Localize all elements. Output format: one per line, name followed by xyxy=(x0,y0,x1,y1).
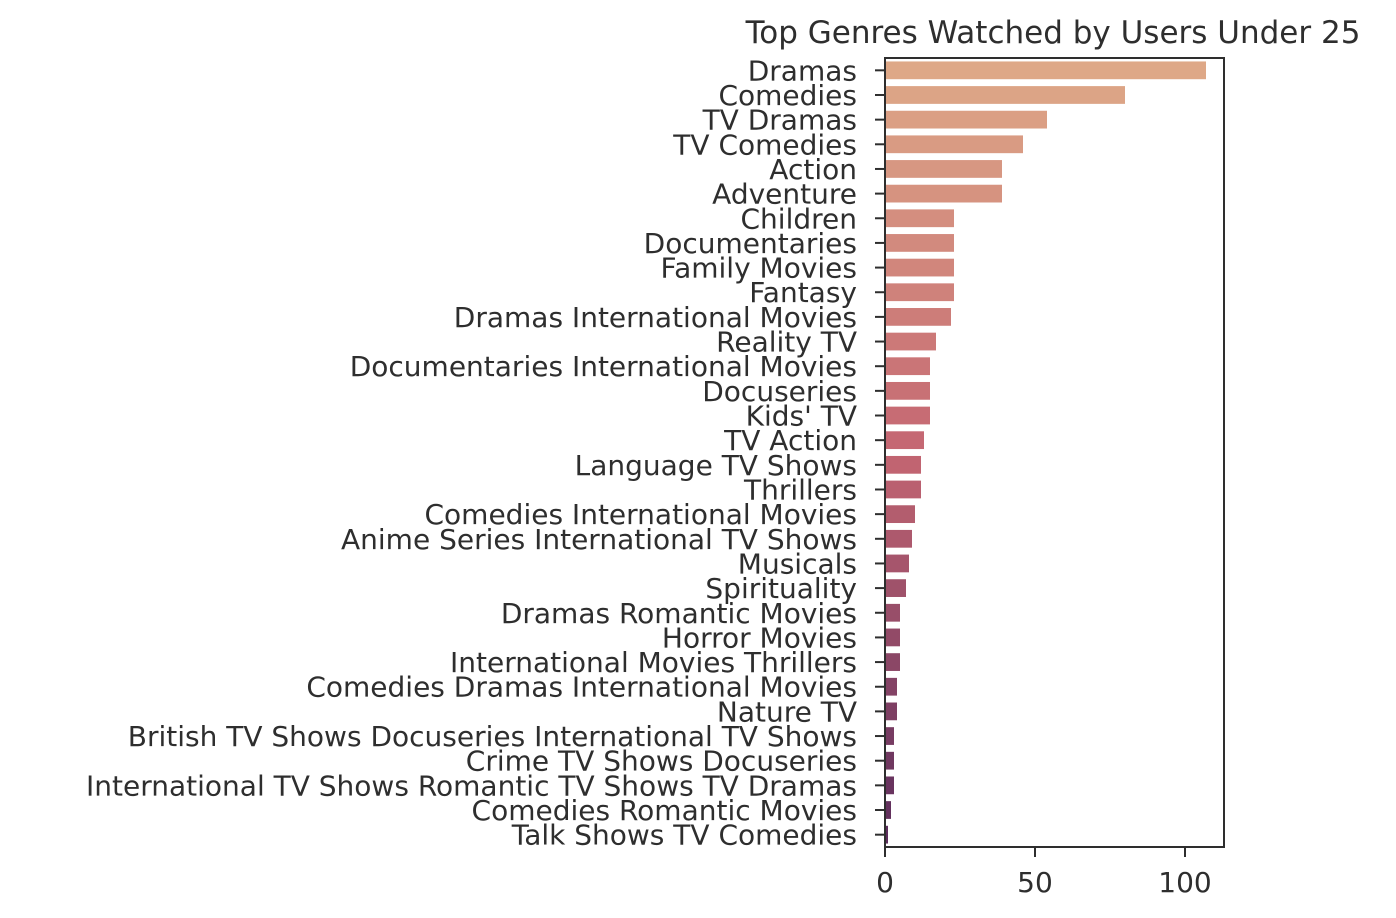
y-tick-label: Action xyxy=(769,153,857,186)
bar xyxy=(885,529,912,548)
bar xyxy=(885,480,921,499)
bar xyxy=(885,801,891,819)
y-tick-label: Musicals xyxy=(738,547,857,580)
y-tick-label: Language TV Shows xyxy=(575,449,857,482)
x-tick-label: 50 xyxy=(1017,866,1053,899)
bar xyxy=(885,234,954,252)
y-tick-label: Children xyxy=(741,202,858,235)
bar xyxy=(885,61,1206,80)
bar xyxy=(885,776,894,795)
y-tick-label: Comedies Romantic Movies xyxy=(472,794,857,827)
x-axis: 0 50 100 xyxy=(876,847,1212,899)
y-tick-label: Fantasy xyxy=(749,276,857,309)
bar xyxy=(885,258,954,277)
bars-group xyxy=(885,61,1206,844)
y-tick-label: Documentaries xyxy=(644,227,857,260)
bar xyxy=(885,110,1047,129)
plot-frame xyxy=(884,57,1225,848)
bar xyxy=(885,332,936,351)
x-tick-label: 100 xyxy=(1158,866,1211,899)
bar xyxy=(885,308,951,326)
bar xyxy=(885,431,924,450)
y-tick-label: British TV Shows Docuseries Internationa… xyxy=(128,720,857,753)
bar xyxy=(885,603,900,622)
y-tick-label: Kids' TV xyxy=(746,400,857,433)
x-tick-label: 0 xyxy=(876,866,894,899)
bar xyxy=(885,381,930,400)
bar xyxy=(885,727,894,745)
bar xyxy=(885,653,900,671)
y-tick-label: TV Action xyxy=(723,424,857,457)
y-tick-label: Dramas Romantic Movies xyxy=(501,597,857,630)
y-tick-label: Anime Series International TV Shows xyxy=(341,523,857,556)
bar xyxy=(885,357,930,376)
y-tick-label: Spirituality xyxy=(705,572,857,605)
y-tick-label: Talk Shows TV Comedies xyxy=(511,819,857,852)
y-tick-label: TV Dramas xyxy=(702,104,857,137)
y-tick-label: Dramas xyxy=(748,54,857,87)
y-tick-label: Comedies International Movies xyxy=(424,498,857,531)
bar xyxy=(885,184,1002,203)
bar xyxy=(885,825,888,844)
bar xyxy=(885,209,954,228)
y-tick-label: Thrillers xyxy=(743,473,857,506)
y-tick-label: Nature TV xyxy=(717,695,857,728)
chart-title: Top Genres Watched by Users Under 25 xyxy=(745,15,1361,51)
y-tick-label: Reality TV xyxy=(716,326,857,359)
y-tick-label: Documentaries International Movies xyxy=(350,350,857,383)
bar xyxy=(885,628,900,647)
y-tick-label: Comedies xyxy=(718,79,857,112)
bar xyxy=(885,160,1002,178)
y-tick-label: Family Movies xyxy=(661,252,857,285)
bar xyxy=(885,505,915,524)
y-tick-label: Crime TV Shows Docuseries xyxy=(466,745,857,778)
bar xyxy=(885,135,1023,154)
y-tick-label: Comedies Dramas International Movies xyxy=(306,671,857,704)
y-tick-label: Horror Movies xyxy=(662,621,857,654)
bar xyxy=(885,579,906,597)
bar xyxy=(885,554,909,573)
bar xyxy=(885,86,1125,104)
bar xyxy=(885,406,930,425)
bar xyxy=(885,702,897,721)
y-tick-label: Adventure xyxy=(712,178,857,211)
bar xyxy=(885,677,897,696)
y-tick-label: International Movies Thrillers xyxy=(450,646,857,679)
bar xyxy=(885,283,954,302)
y-tick-label: Dramas International Movies xyxy=(454,301,857,334)
y-tick-label: International TV Shows Romantic TV Shows… xyxy=(86,769,857,802)
y-tick-label: Docuseries xyxy=(702,375,857,408)
y-tick-label: TV Comedies xyxy=(672,128,857,161)
bar xyxy=(885,455,921,474)
bar xyxy=(885,751,894,770)
